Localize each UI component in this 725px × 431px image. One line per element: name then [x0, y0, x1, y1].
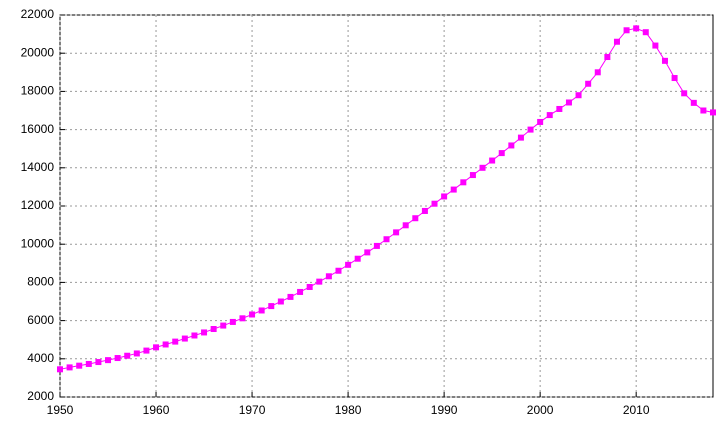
data-point: [306, 283, 313, 290]
data-point: [383, 236, 390, 243]
data-point: [172, 338, 179, 345]
x-tick-label: 1950: [47, 403, 74, 417]
data-point: [297, 288, 304, 295]
data-point: [393, 229, 400, 236]
data-point: [431, 200, 438, 207]
y-tick-label: 18000: [21, 84, 55, 98]
x-tick-label: 1990: [431, 403, 458, 417]
data-point: [594, 69, 601, 76]
data-point: [57, 366, 63, 373]
data-point: [210, 326, 217, 333]
data-point: [85, 360, 92, 367]
data-point: [671, 75, 678, 82]
y-tick-label: 6000: [27, 313, 54, 327]
data-point: [114, 355, 121, 362]
data-point: [623, 27, 630, 34]
x-tick-label: 1970: [239, 403, 266, 417]
data-point: [277, 298, 284, 305]
data-point: [441, 193, 448, 200]
y-tick-label: 14000: [21, 160, 55, 174]
x-tick-label: 1980: [335, 403, 362, 417]
data-point: [287, 293, 294, 300]
y-tick-label: 22000: [21, 7, 55, 21]
data-point: [354, 255, 361, 262]
data-point: [652, 42, 659, 49]
y-tick-label: 20000: [21, 45, 55, 59]
data-point: [450, 186, 457, 193]
data-point: [546, 112, 553, 119]
y-tick-label: 2000: [27, 389, 54, 403]
y-tick-label: 16000: [21, 122, 55, 136]
data-point: [661, 57, 668, 64]
data-line: [59, 27, 714, 370]
data-point: [537, 118, 544, 125]
data-point: [316, 278, 323, 285]
data-point: [489, 157, 496, 164]
x-tick-label: 1960: [143, 403, 170, 417]
data-point: [517, 134, 524, 141]
data-point: [153, 344, 160, 351]
data-point: [325, 273, 332, 280]
data-point: [642, 29, 649, 36]
data-point: [690, 99, 697, 106]
data-point: [498, 150, 505, 157]
data-point: [143, 347, 150, 354]
data-point: [460, 179, 467, 186]
data-point: [402, 222, 409, 229]
y-tick-label: 8000: [27, 275, 54, 289]
data-point: [95, 359, 102, 366]
data-point: [575, 92, 582, 99]
data-point: [335, 267, 342, 274]
data-point: [613, 38, 620, 45]
data-point: [710, 109, 716, 116]
data-point: [105, 357, 112, 364]
x-tick-label: 2000: [527, 403, 554, 417]
data-point: [66, 364, 73, 371]
data-point: [364, 249, 371, 256]
data-point: [412, 215, 419, 222]
data-point: [181, 335, 188, 342]
y-tick-label: 10000: [21, 236, 55, 250]
data-point: [124, 352, 131, 359]
data-point: [201, 329, 208, 336]
data-point: [421, 207, 428, 214]
data-point: [345, 261, 352, 268]
data-point: [249, 311, 256, 318]
data-point: [604, 54, 611, 61]
data-point: [220, 322, 227, 329]
data-point: [229, 318, 236, 325]
y-tick-label: 12000: [21, 198, 55, 212]
y-tick-label: 4000: [27, 351, 54, 365]
data-point: [133, 350, 140, 357]
data-point: [556, 105, 563, 112]
data-point: [76, 362, 83, 369]
data-point: [508, 142, 515, 149]
data-point: [479, 164, 486, 171]
data-point: [681, 90, 688, 97]
data-point: [700, 107, 707, 114]
data-point: [258, 307, 265, 314]
x-tick-label: 2010: [623, 403, 650, 417]
data-point: [633, 25, 640, 32]
data-point: [239, 315, 246, 322]
data-point: [469, 172, 476, 179]
data-point: [527, 126, 534, 133]
data-point: [585, 80, 592, 87]
data-point: [565, 99, 572, 106]
data-point: [162, 341, 169, 348]
data-point: [373, 242, 380, 249]
data-point: [191, 332, 198, 339]
data-point: [268, 303, 275, 310]
